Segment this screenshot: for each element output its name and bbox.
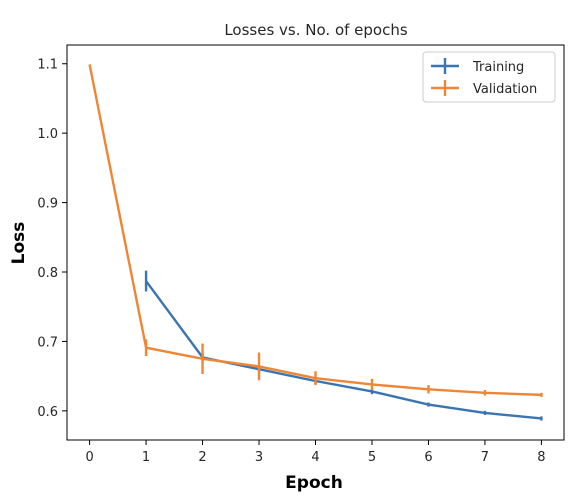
y-tick-label: 0.7 — [37, 335, 58, 350]
x-tick-label: 3 — [255, 450, 263, 465]
x-tick-label: 5 — [368, 450, 376, 465]
x-tick-label: 4 — [311, 450, 319, 465]
x-tick-label: 8 — [537, 450, 545, 465]
x-axis: 0 1 2 3 4 5 6 7 8 — [85, 440, 546, 465]
y-tick-label: 1.1 — [37, 58, 58, 73]
chart-title: Losses vs. No. of epochs — [224, 21, 408, 39]
y-axis: 0.6 0.7 0.8 0.9 1.0 1.1 — [37, 58, 67, 420]
legend: Training Validation — [422, 51, 556, 103]
validation-legend-label: Validation — [473, 82, 537, 97]
x-tick-label: 7 — [481, 450, 489, 465]
x-tick-label: 1 — [142, 450, 150, 465]
y-axis-label: Loss — [9, 222, 29, 265]
y-tick-label: 0.9 — [37, 197, 58, 212]
training-legend-label: Training — [472, 60, 524, 75]
y-tick-label: 0.6 — [37, 405, 58, 420]
y-tick-label: 0.8 — [37, 266, 58, 281]
y-tick-label: 1.0 — [37, 127, 58, 142]
x-axis-label: Epoch — [285, 473, 343, 493]
training-line — [145, 280, 542, 420]
x-tick-label: 6 — [424, 450, 432, 465]
validation-line — [88, 64, 542, 397]
x-tick-label: 2 — [198, 450, 206, 465]
legend-box — [422, 51, 556, 103]
x-tick-label: 0 — [85, 450, 93, 465]
